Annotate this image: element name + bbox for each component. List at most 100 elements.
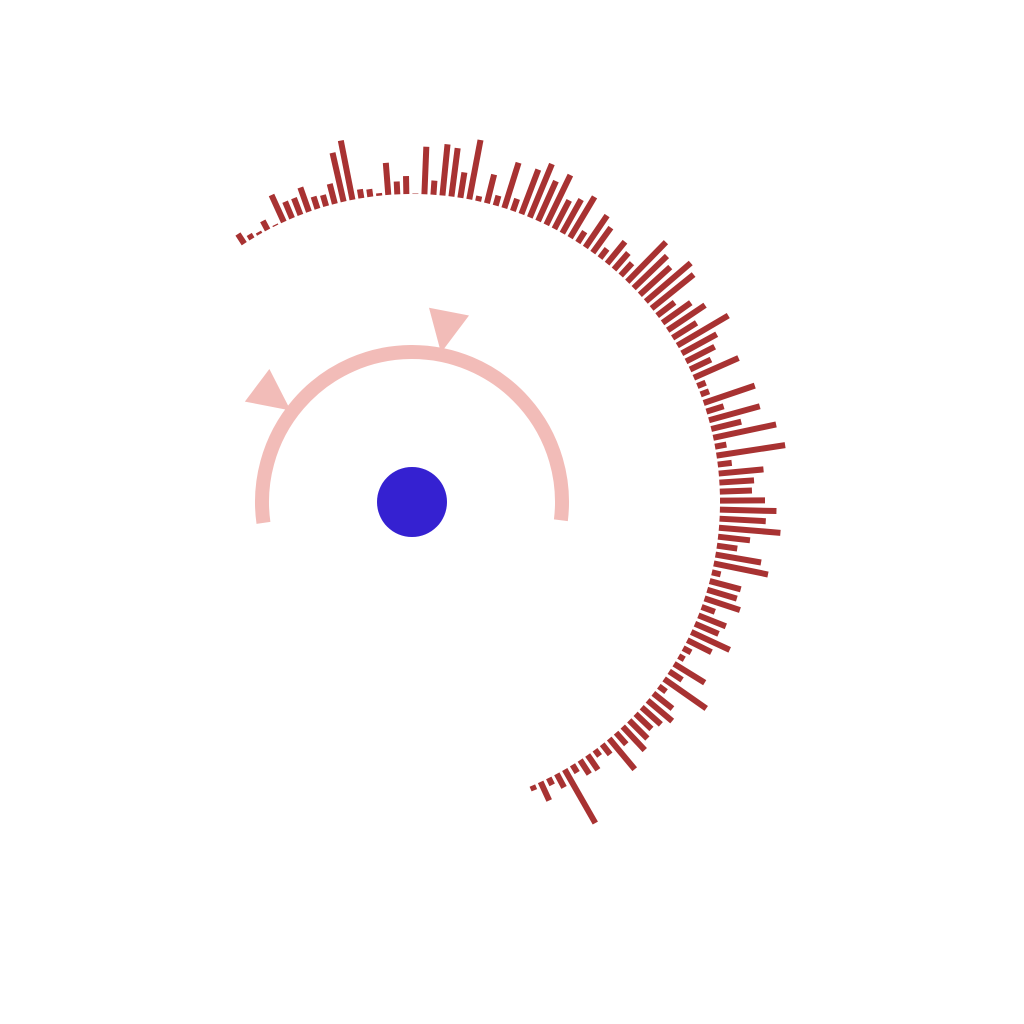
radial-bar	[585, 753, 601, 772]
radial-bar	[649, 272, 696, 311]
radial-bar	[684, 344, 717, 365]
radial-bar	[714, 441, 727, 450]
center-point	[377, 467, 447, 537]
radial-bar	[366, 188, 374, 198]
radial-bar	[688, 356, 713, 373]
radial-bar	[699, 388, 711, 398]
radial-bar	[282, 200, 295, 220]
radial-bar	[537, 780, 552, 802]
radial-bar	[567, 195, 598, 240]
radial-bar	[518, 168, 542, 216]
radial-bar	[620, 724, 647, 753]
radial-bar	[708, 403, 761, 424]
radial-bar	[475, 195, 483, 202]
radial-bar	[680, 331, 719, 357]
radial-bar	[708, 578, 742, 593]
radial-bar	[590, 225, 614, 255]
radial-bar	[719, 515, 766, 525]
radial-bar	[625, 240, 669, 284]
radial-bar	[627, 718, 650, 741]
radial-bar	[696, 379, 707, 389]
ring-marker	[244, 369, 291, 411]
radial-bar	[692, 355, 740, 381]
radial-bar	[569, 763, 580, 775]
radial-bar	[662, 676, 708, 711]
radial-bar	[421, 146, 430, 195]
radial-bar	[716, 442, 786, 459]
radial-bar	[291, 197, 304, 216]
radial-bar	[611, 251, 631, 272]
radial-bar	[592, 747, 602, 758]
radial-bar	[667, 668, 684, 683]
radial-bar	[329, 152, 347, 203]
radial-bar	[337, 139, 356, 201]
radial-bar	[717, 459, 733, 468]
radial-bar	[597, 247, 610, 260]
radial-bar	[671, 320, 699, 341]
radial-bar	[718, 524, 781, 536]
radial-bar	[718, 466, 764, 477]
radial-bar	[700, 604, 716, 615]
radial-bar	[717, 533, 751, 544]
radial-bar	[697, 612, 727, 630]
radial-bar	[693, 620, 720, 637]
radial-bar	[356, 188, 365, 199]
radial-bar	[675, 312, 730, 349]
radial-bar	[645, 698, 675, 724]
radial-bar	[466, 139, 484, 200]
radial-bar	[430, 180, 438, 195]
radial-bar	[655, 299, 677, 318]
radial-bar	[255, 230, 263, 236]
radial-bar	[543, 173, 574, 227]
radial-bar	[651, 691, 675, 711]
radial-bar	[551, 198, 572, 231]
radial-bar	[719, 487, 753, 495]
radial-bar	[702, 382, 756, 406]
radial-bar	[535, 179, 559, 223]
radial-bar	[529, 784, 538, 792]
radial-bar	[710, 418, 742, 432]
radial-bar	[439, 144, 451, 196]
radial-bar	[599, 742, 613, 757]
radial-bar	[272, 223, 279, 228]
radial-bar	[716, 542, 738, 552]
radial-bar	[382, 162, 392, 196]
radial-bar	[457, 171, 468, 199]
radial-bar	[719, 477, 755, 486]
radial-bar	[554, 772, 567, 789]
radial-bar	[492, 194, 502, 207]
radial-bar	[562, 767, 598, 825]
radial-bar	[297, 186, 312, 213]
radial-bar	[677, 653, 686, 662]
radial-bar	[510, 197, 520, 212]
radial-bar	[643, 260, 693, 304]
radial-bar	[705, 403, 725, 415]
radial-bar	[639, 704, 663, 727]
radial-bar	[448, 147, 461, 197]
radial-bar	[713, 560, 769, 578]
radial-bar	[618, 261, 635, 278]
radial-bar	[393, 181, 401, 195]
radial-bar	[685, 637, 713, 655]
radial-bar	[633, 711, 654, 732]
inner-ring-arc	[255, 345, 569, 524]
radial-bar	[637, 264, 673, 297]
radial-bar	[484, 173, 498, 204]
radial-bar	[268, 193, 287, 224]
radial-bar	[320, 194, 330, 208]
radial-bar	[559, 198, 584, 235]
radial-bar	[326, 183, 338, 205]
radial-bar	[719, 506, 777, 515]
inner-ring-group	[244, 307, 569, 524]
radial-bar	[582, 213, 610, 250]
radial-bar	[575, 230, 588, 245]
radial-bar	[660, 300, 693, 326]
radial-bar	[260, 219, 271, 232]
radial-bar	[631, 253, 670, 291]
radial-bar	[681, 645, 693, 656]
radial-bar	[706, 586, 738, 602]
radial-bar	[546, 776, 555, 787]
radial-bars	[235, 139, 786, 825]
radial-bar	[235, 232, 247, 246]
